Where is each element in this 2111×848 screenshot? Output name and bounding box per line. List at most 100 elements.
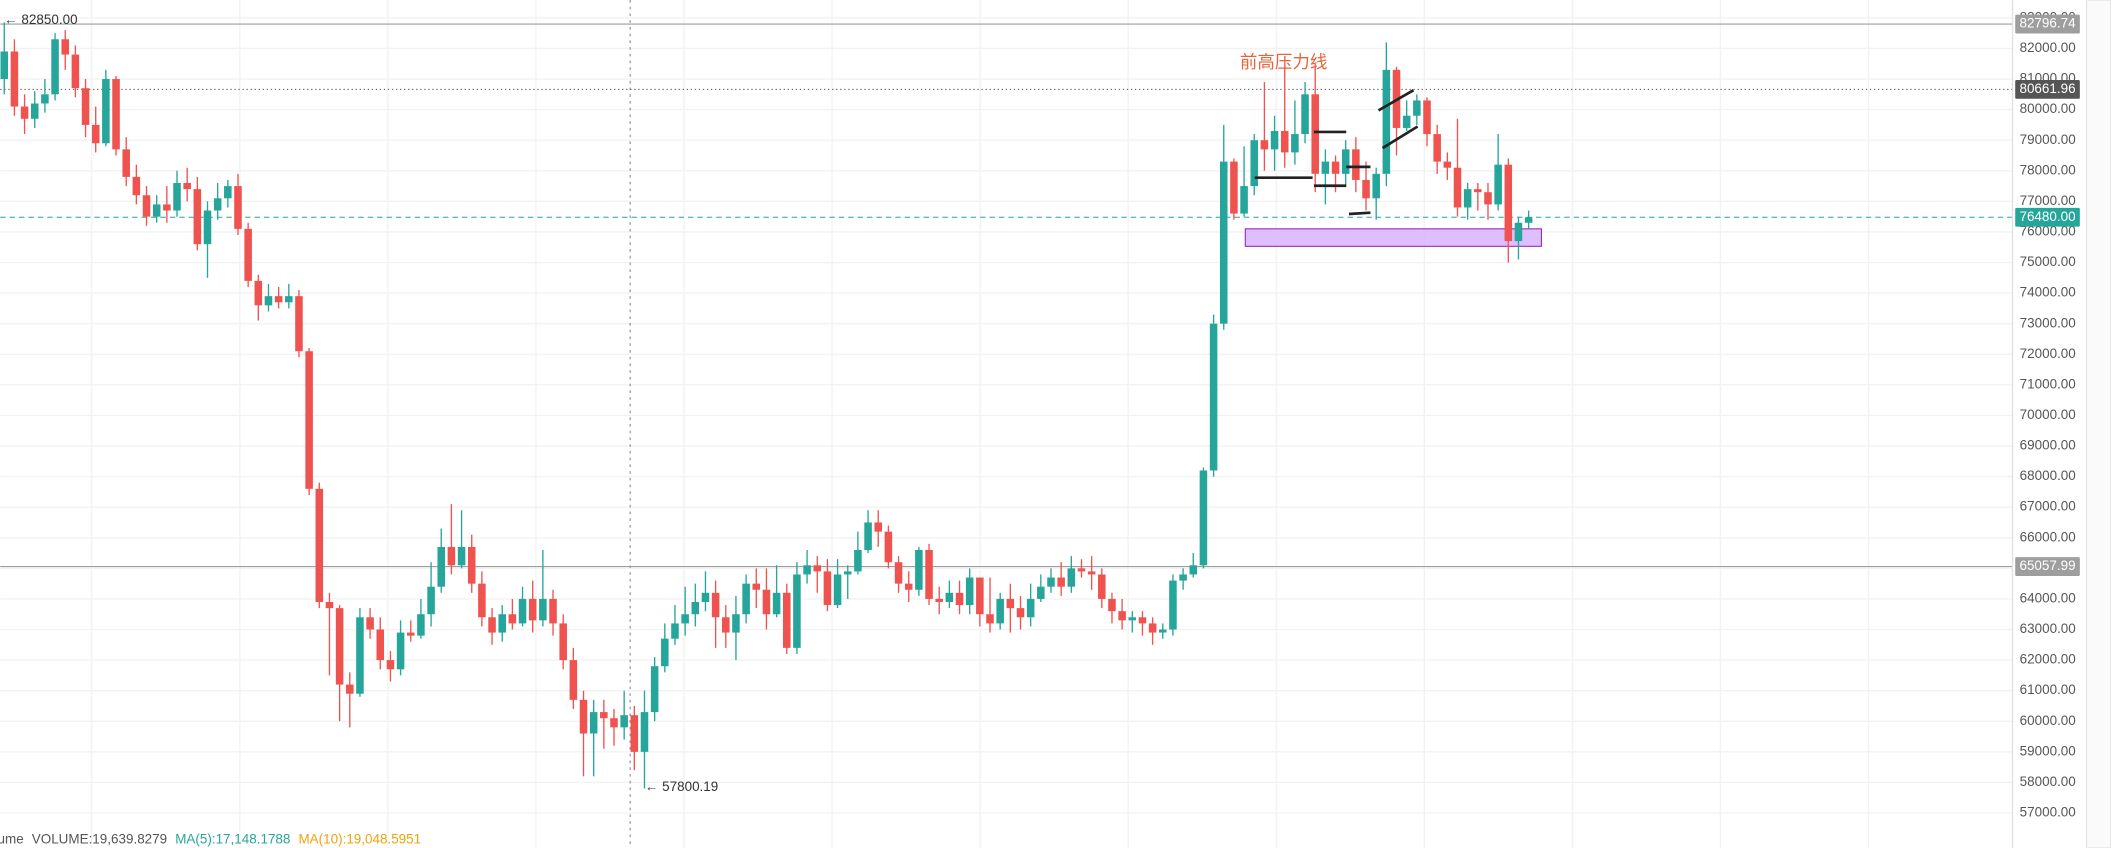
candle-body [935,598,943,602]
candle-body [1047,577,1055,587]
y-tick-label: 75000.00 [2020,254,2076,269]
candle-body [498,614,506,633]
candle-body [1026,598,1035,618]
y-tick-label: 64000.00 [2020,590,2076,605]
candle-body [356,617,364,694]
candle-body [1016,608,1025,618]
y-tick-label: 58000.00 [2020,774,2076,789]
candle-body [152,204,161,217]
candle-body [1169,580,1177,630]
candle-body [1138,617,1147,624]
candle-body [1443,161,1452,168]
candle-body [1128,617,1137,621]
candle-body [986,614,994,624]
candle-body [274,296,283,303]
candle-body [549,598,557,624]
candle-body [366,617,374,630]
candle-body [661,638,669,667]
trend-drawing [1381,125,1419,150]
y-tick-label: 57000.00 [2020,805,2076,820]
candle-body [1260,140,1269,150]
candle-body [793,574,801,648]
candle-body [1179,574,1187,581]
y-tick-label: 59000.00 [2020,743,2076,758]
candle-body [1382,69,1391,174]
candle-body [1291,134,1299,153]
candle-body [0,51,9,80]
candle-body [1240,186,1248,214]
candle-body [640,712,649,752]
candle-body [51,39,59,95]
y-tick-label: 67000.00 [2020,499,2076,514]
candle-body [285,296,293,303]
candle-body [996,598,1004,624]
low-marker: ← 57800.19 [645,779,718,794]
y-tick-label: 77000.00 [2020,193,2076,208]
candle-body [1463,189,1472,208]
candle-body [681,614,689,624]
candle-body [396,632,405,670]
legend-item: MA(10):19,048.5951 [298,831,421,846]
candle-body [874,522,882,532]
candles [0,22,1533,789]
candle-body [213,198,222,211]
y-tick-label: 69000.00 [2020,438,2076,453]
candle-body [1209,323,1218,471]
candle-body [467,546,476,584]
candle-body [132,176,141,196]
candle-body [722,617,730,633]
candle-body [1433,134,1441,162]
candle-body [1311,94,1319,174]
candle-body [142,195,151,217]
candle-body [854,550,862,572]
candle-body [325,601,334,609]
candle-body [1524,217,1533,223]
price-tags: 82796.74 80661.96 76480.00 65057.99 [2015,14,2080,576]
candle-body [701,592,710,602]
candle-body [1423,100,1431,135]
candle-body [1301,94,1309,135]
candle-body [671,623,679,639]
candle-body [30,103,39,119]
candle-body [488,617,496,633]
candle-body [386,660,395,670]
y-tick-label: 66000.00 [2020,529,2076,544]
candle-body [843,571,852,575]
candle-body [559,623,567,661]
support-zone [1244,228,1542,247]
candle-body [589,712,598,734]
candle-body [1362,179,1370,199]
candle-body [711,592,720,618]
candle-body [10,51,19,107]
annotation: 前高压力线 [1240,52,1327,72]
candle-body [417,614,425,636]
candle-body [1159,629,1167,633]
candle-body [528,598,537,621]
candle-body [742,583,750,615]
candle-body [691,601,700,615]
candle-body [264,296,273,306]
y-tick-label: 71000.00 [2020,376,2076,391]
trend-drawing [1348,211,1371,216]
candle-body [1280,131,1289,153]
candle-body [1148,623,1157,633]
candle-body [1494,164,1502,205]
candle-body [823,571,832,606]
y-tick-label: 74000.00 [2020,285,2076,300]
candle-body [1341,149,1350,174]
candle-body [1098,574,1106,599]
candle-body [1199,470,1208,566]
y-tick-label: 73000.00 [2020,315,2076,330]
candle-body [224,186,232,199]
candle-body [813,565,822,572]
candle-body [244,228,252,281]
candle-body [620,715,628,728]
candle-body [732,614,740,633]
high-marker: ← 82850.00 [4,12,77,27]
candle-body [437,546,446,587]
candle-body [447,546,456,566]
y-tick-label: 62000.00 [2020,652,2076,667]
candle-body [1453,167,1462,208]
y-tick-label: 80000.00 [2020,101,2076,116]
candle-body [478,583,486,618]
